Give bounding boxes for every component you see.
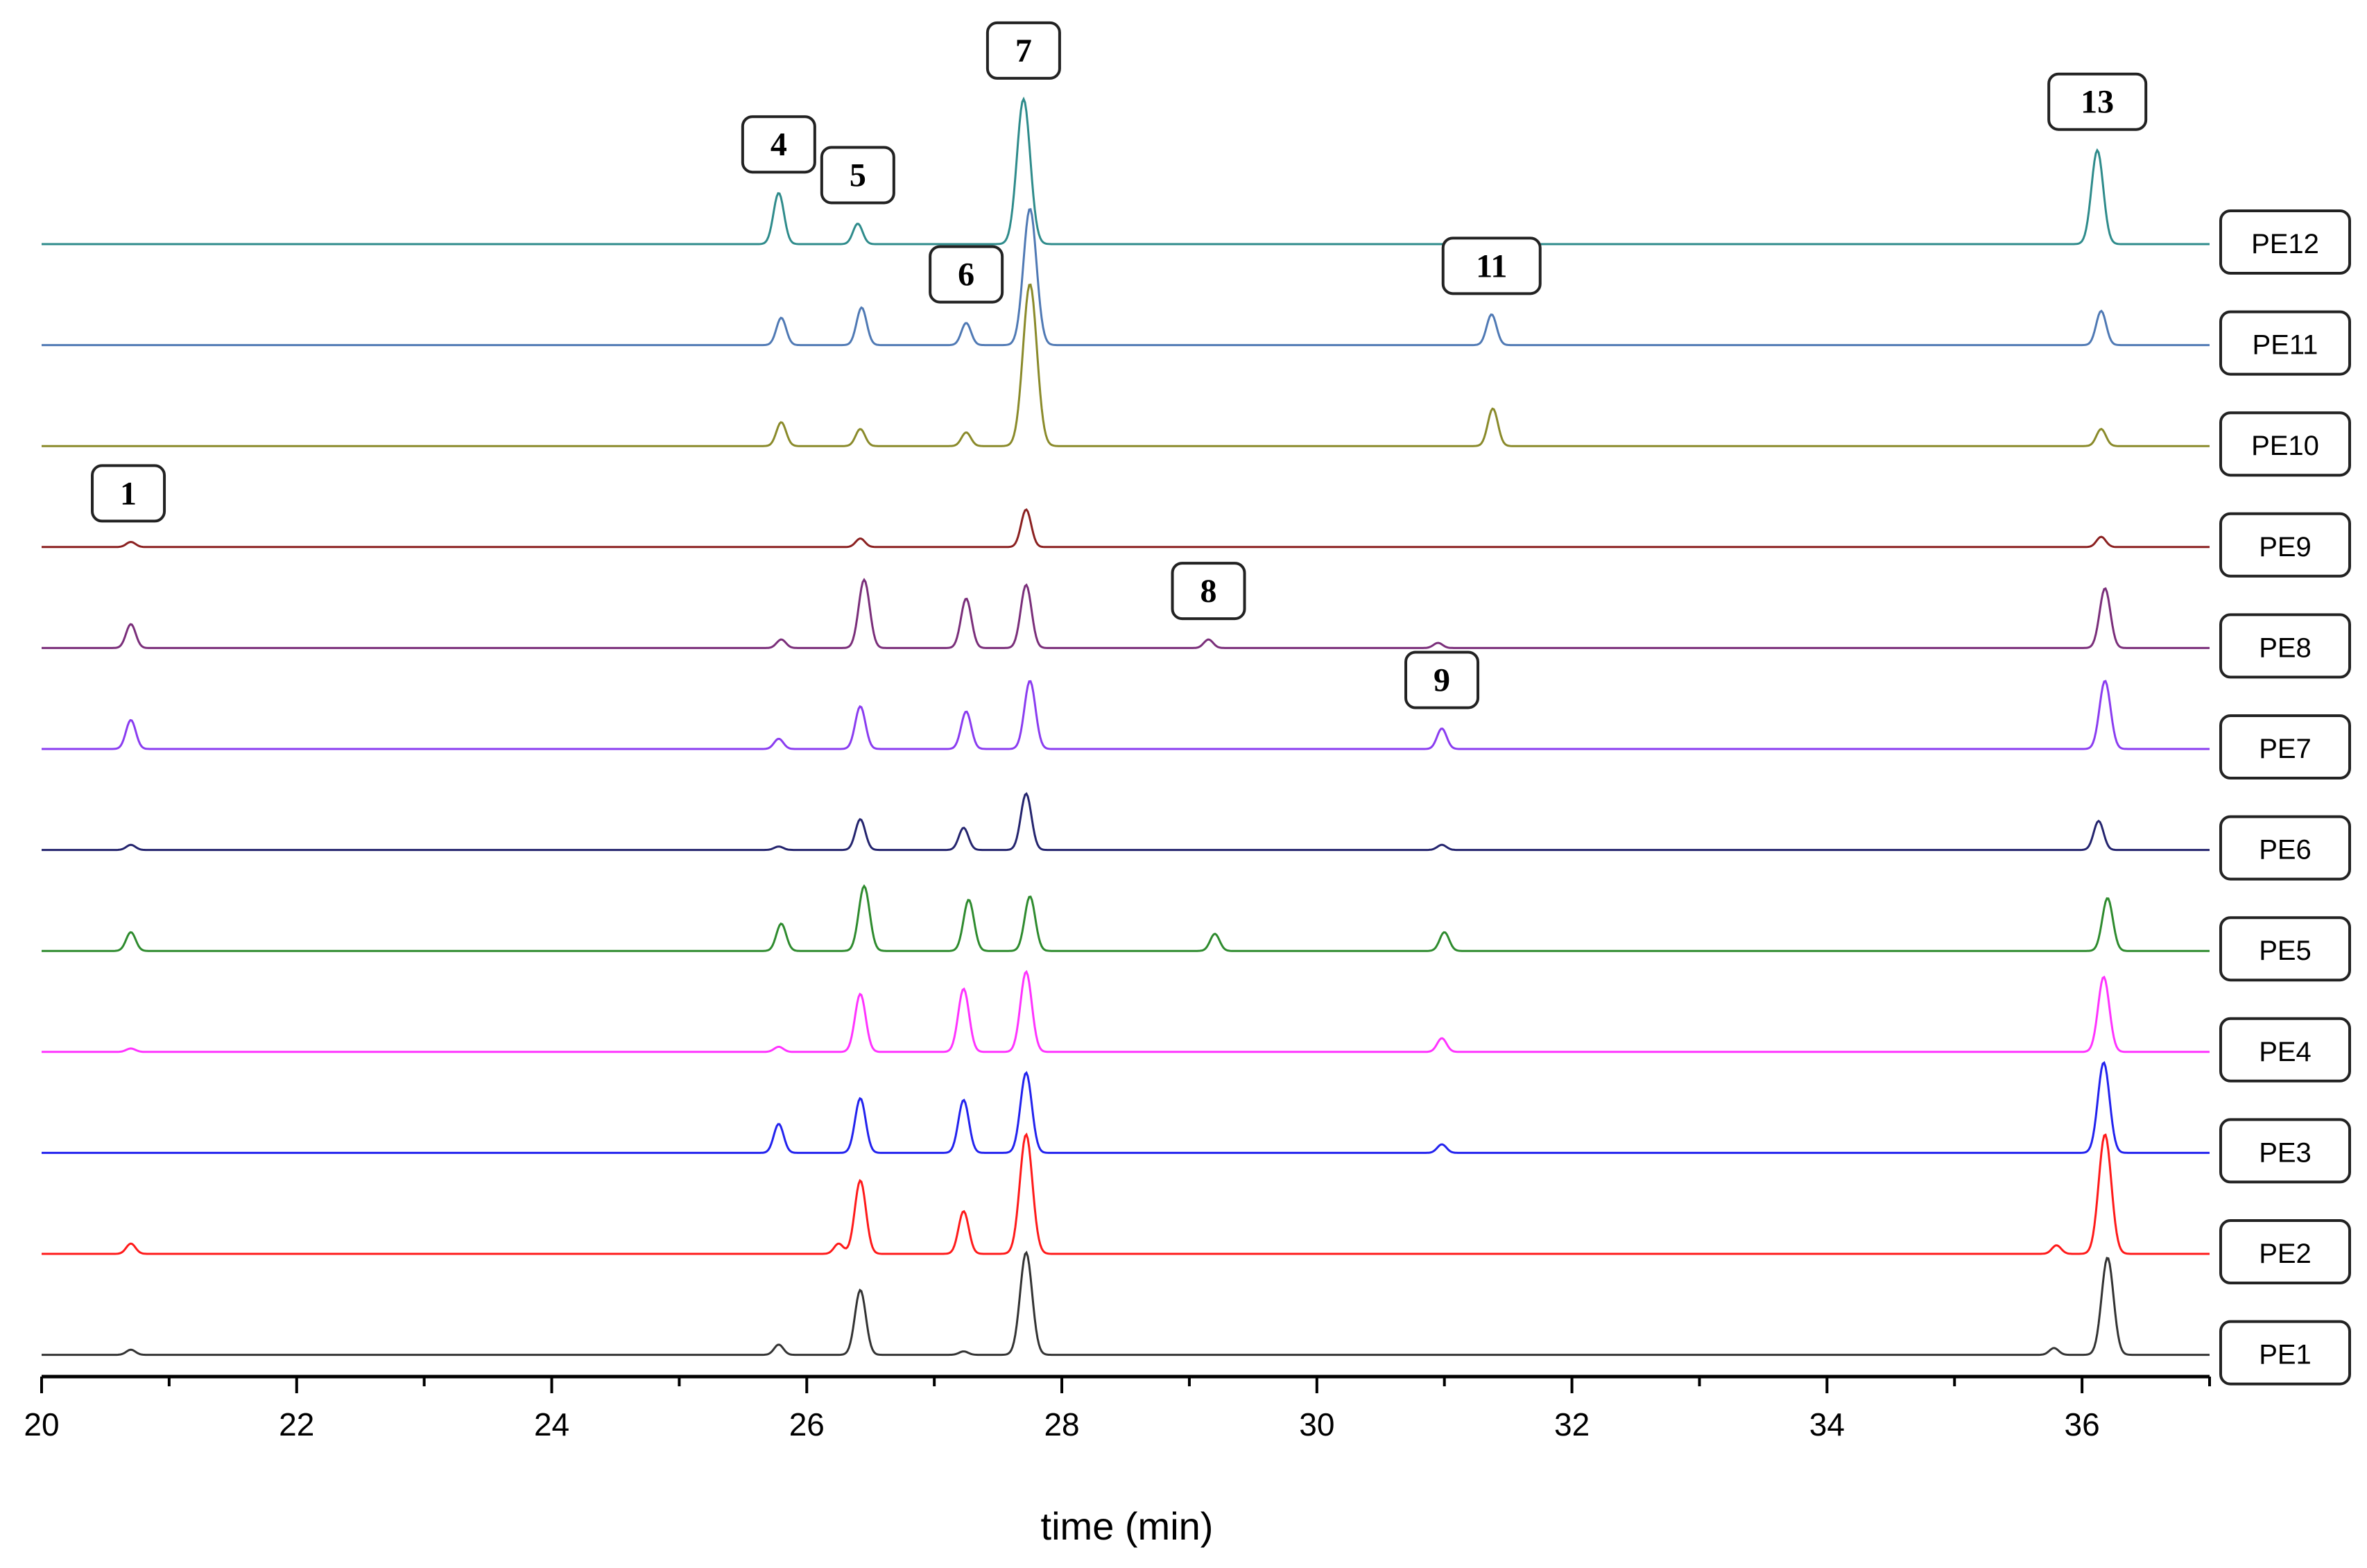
legend-box xyxy=(2219,613,2351,679)
peak-label-box xyxy=(91,464,166,523)
peak-label-8: 8 xyxy=(1171,562,1246,621)
legend-box xyxy=(2219,512,2351,578)
legend-item-pe4: PE4 xyxy=(2219,1017,2351,1083)
peak-label-box xyxy=(2047,72,2148,131)
x-tick-label: 34 xyxy=(1809,1406,1845,1442)
peak-label-box xyxy=(1171,562,1246,621)
legend-label: PE1 xyxy=(2259,1340,2312,1370)
trace-pe10 xyxy=(42,283,2210,447)
peak-label-4: 4 xyxy=(741,115,816,174)
legend-box xyxy=(2219,916,2351,982)
legend-box xyxy=(2219,1219,2351,1284)
x-tick-label: 22 xyxy=(279,1406,314,1442)
peak-label-box xyxy=(1404,651,1480,709)
peak-label-text: 7 xyxy=(1015,33,1032,69)
legend-item-pe8: PE8 xyxy=(2219,613,2351,679)
trace-pe2 xyxy=(42,1132,2210,1255)
trace-pe8 xyxy=(42,578,2210,649)
legend-label: PE10 xyxy=(2251,431,2319,461)
peak-label-9: 9 xyxy=(1404,651,1480,709)
legend-label: PE9 xyxy=(2259,532,2312,562)
x-tick-label: 24 xyxy=(534,1406,569,1442)
peak-label-box xyxy=(1441,236,1542,295)
trace-pe4 xyxy=(42,970,2210,1053)
legend-item-pe12: PE12 xyxy=(2219,209,2351,275)
legend-label: PE5 xyxy=(2259,936,2312,966)
legend-item-pe10: PE10 xyxy=(2219,411,2351,477)
legend-item-pe6: PE6 xyxy=(2219,815,2351,881)
peak-label-box xyxy=(820,146,895,205)
peak-label-5: 5 xyxy=(820,146,895,205)
legend-box xyxy=(2219,310,2351,376)
trace-pe1 xyxy=(42,1250,2210,1356)
peak-label-text: 8 xyxy=(1200,573,1217,610)
peak-label-box xyxy=(929,245,1004,304)
legend-item-pe3: PE3 xyxy=(2219,1118,2351,1184)
legend-box xyxy=(2219,209,2351,275)
trace-pe5 xyxy=(42,884,2210,952)
peak-label-text: 5 xyxy=(850,157,866,193)
legend-item-pe2: PE2 xyxy=(2219,1219,2351,1284)
legend-box xyxy=(2219,1118,2351,1184)
peak-label-text: 1 xyxy=(120,475,137,512)
legend-item-pe1: PE1 xyxy=(2219,1320,2351,1386)
peak-label-6: 6 xyxy=(929,245,1004,304)
legend-box xyxy=(2219,1017,2351,1083)
peak-label-text: 4 xyxy=(771,126,787,163)
peak-label-box xyxy=(741,115,816,174)
trace-pe12 xyxy=(42,96,2210,245)
legend-label: PE8 xyxy=(2259,632,2312,663)
peak-label-7: 7 xyxy=(985,21,1061,80)
trace-pe11 xyxy=(42,207,2210,347)
peak-annotations: 1 4 5 6 7 8 9 11 13 xyxy=(91,21,2148,709)
legend-label: PE12 xyxy=(2251,229,2319,259)
legend-box xyxy=(2219,411,2351,477)
x-tick-label: 36 xyxy=(2065,1406,2100,1442)
x-tick-label: 20 xyxy=(24,1406,59,1442)
legend-box xyxy=(2219,1320,2351,1386)
legend: PE12 PE11 PE10 PE9 PE8 PE7 PE6 PE5 PE4 PE3 PE2 PE1 xyxy=(2219,209,2351,1386)
x-tick-label: 32 xyxy=(1554,1406,1590,1442)
x-axis-title: time (min) xyxy=(1041,1504,1214,1548)
peak-label-text: 13 xyxy=(2081,84,2114,121)
legend-label: PE4 xyxy=(2259,1037,2312,1067)
legend-item-pe9: PE9 xyxy=(2219,512,2351,578)
peak-label-11: 11 xyxy=(1441,236,1542,295)
peak-label-1: 1 xyxy=(91,464,166,523)
legend-label: PE3 xyxy=(2259,1137,2312,1168)
legend-item-pe7: PE7 xyxy=(2219,714,2351,779)
peak-label-text: 6 xyxy=(958,257,974,293)
trace-pe7 xyxy=(42,680,2210,750)
x-axis: 20 22 24 26 28 30 32 34 36 xyxy=(24,1375,2211,1442)
x-tick-label: 26 xyxy=(789,1406,825,1442)
legend-item-pe5: PE5 xyxy=(2219,916,2351,982)
peak-label-text: 9 xyxy=(1434,662,1450,698)
trace-pe6 xyxy=(42,792,2210,852)
legend-box xyxy=(2219,714,2351,779)
x-tick-label: 28 xyxy=(1044,1406,1079,1442)
legend-label: PE11 xyxy=(2253,330,2318,361)
legend-label: PE6 xyxy=(2259,835,2312,865)
legend-item-pe11: PE11 xyxy=(2219,310,2351,376)
x-tick-label: 30 xyxy=(1299,1406,1334,1442)
traces xyxy=(42,96,2210,1356)
trace-pe9 xyxy=(42,508,2210,549)
trace-pe3 xyxy=(42,1061,2210,1154)
peak-label-13: 13 xyxy=(2047,72,2148,131)
legend-label: PE7 xyxy=(2259,734,2312,764)
legend-box xyxy=(2219,815,2351,881)
peak-label-box xyxy=(985,21,1061,80)
legend-label: PE2 xyxy=(2259,1239,2312,1269)
peak-label-text: 11 xyxy=(1476,248,1507,284)
